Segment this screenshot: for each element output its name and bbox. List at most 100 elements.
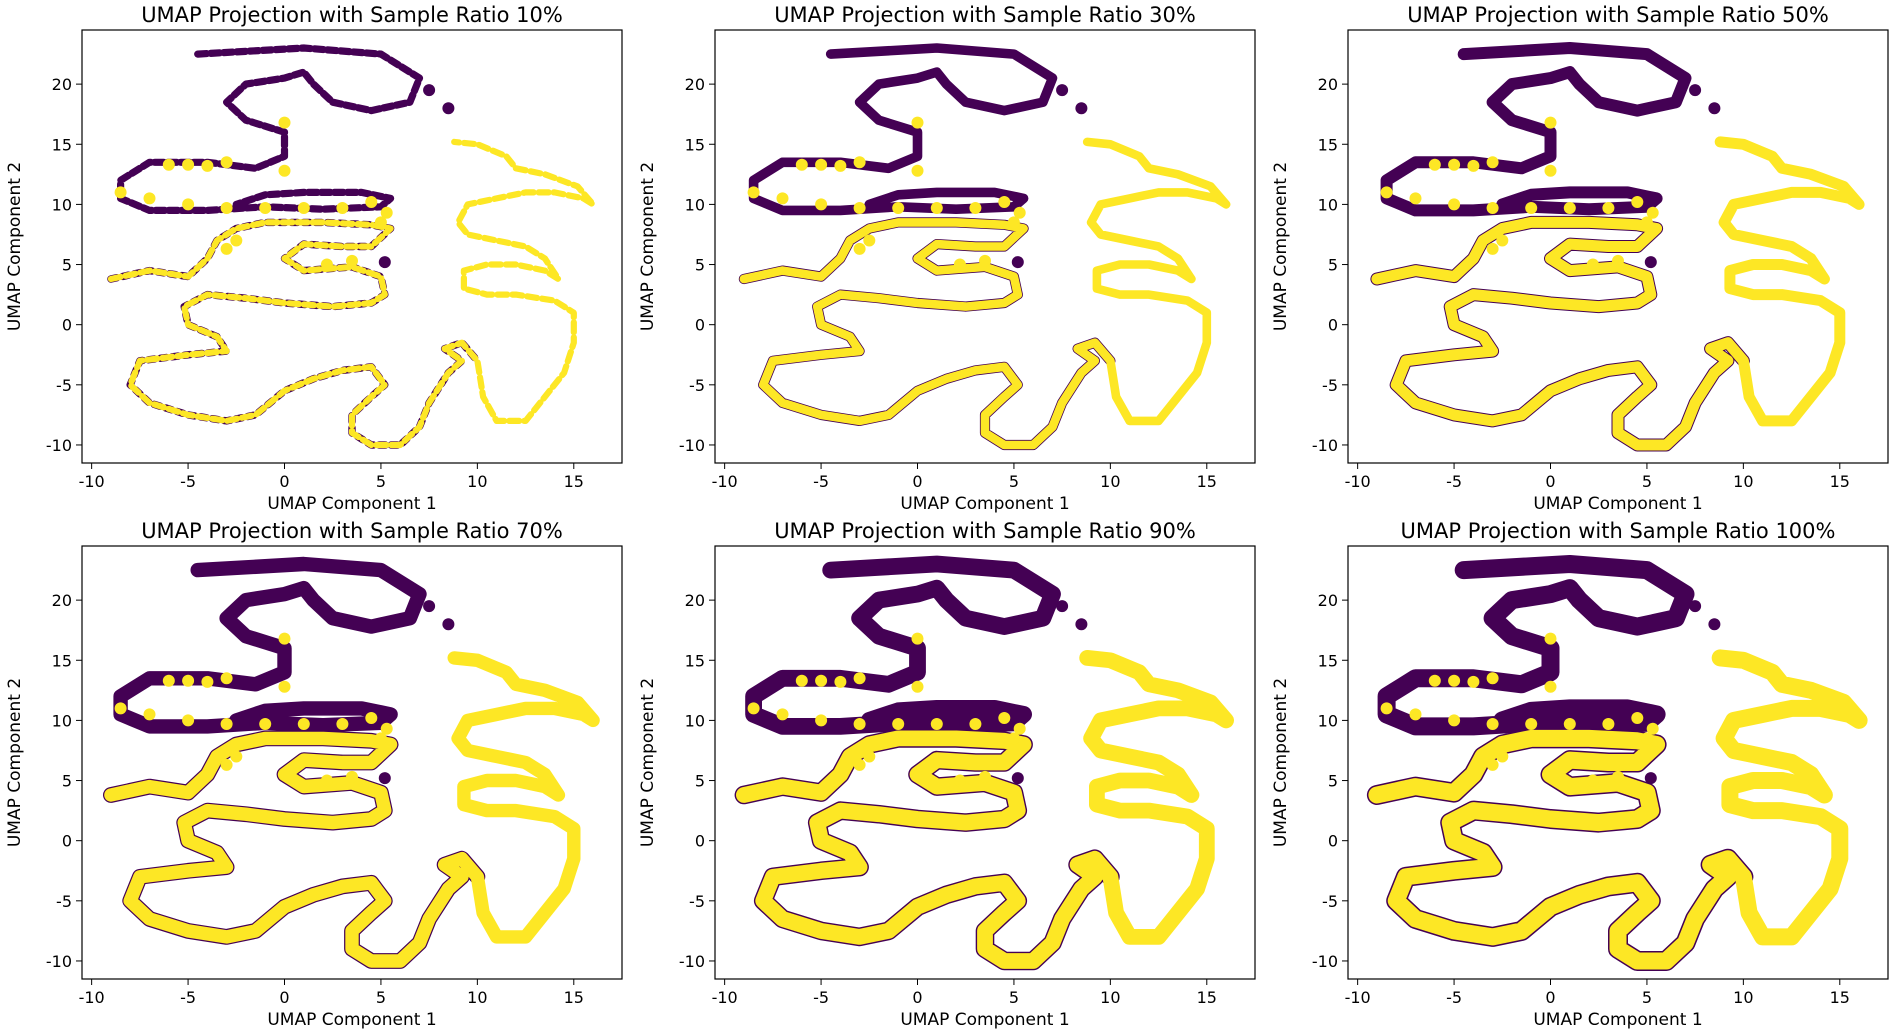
chart-svg-4: UMAP Projection with Sample Ratio 90% -10… — [638, 519, 1256, 1030]
class-0-point — [1056, 600, 1069, 613]
class-1-point — [1380, 702, 1393, 715]
class-1-point — [1448, 198, 1461, 211]
class-0-point — [1689, 600, 1702, 613]
class-1-point — [853, 758, 866, 771]
x-tick-label: 15 — [564, 988, 584, 1007]
x-tick-label: -5 — [813, 472, 829, 491]
chart-title: UMAP Projection with Sample Ratio 50% — [1407, 3, 1829, 27]
y-tick-label: 10 — [685, 711, 705, 730]
class-0-point — [1075, 618, 1088, 631]
class-1-point — [815, 158, 828, 171]
class-1-point — [1448, 674, 1461, 687]
class-1-point — [1409, 708, 1422, 721]
class-0-band — [745, 555, 1061, 735]
class-1-point — [1544, 164, 1557, 177]
class-0-point — [1644, 772, 1657, 785]
class-1-point — [1631, 712, 1644, 724]
x-tick-label: -10 — [1345, 988, 1371, 1007]
class-1-point — [1496, 234, 1509, 247]
y-axis-label: UMAP Component 2 — [5, 162, 25, 331]
class-1-point — [1640, 732, 1653, 745]
chart-svg-2: UMAP Projection with Sample Ratio 50% -10… — [1271, 3, 1889, 514]
class-1-point — [1409, 192, 1422, 205]
class-1-point — [1007, 216, 1020, 229]
y-tick-label: 0 — [62, 316, 72, 335]
x-tick-label: 5 — [1009, 988, 1019, 1007]
y-tick-label: -5 — [56, 376, 72, 395]
class-0-point — [423, 600, 436, 613]
class-1-point — [1448, 158, 1461, 171]
class-0-point — [1708, 102, 1721, 115]
class-1-point — [795, 158, 808, 171]
x-tick-label: 15 — [1197, 472, 1217, 491]
subplot-5: UMAP Projection with Sample Ratio 100% -1… — [1266, 516, 1899, 1032]
subplot-1: UMAP Projection with Sample Ratio 30% -10… — [633, 0, 1266, 516]
y-tick-label: -5 — [689, 892, 705, 911]
class-1-point — [143, 708, 156, 721]
y-tick-label: 15 — [52, 135, 72, 154]
y-tick-label: -10 — [679, 952, 705, 971]
class-1-point — [1486, 672, 1499, 685]
subplot-2: UMAP Projection with Sample Ratio 50% -10… — [1266, 0, 1899, 516]
chart-svg-1: UMAP Projection with Sample Ratio 30% -10… — [638, 3, 1256, 514]
class-1-point — [1612, 770, 1624, 783]
class-1-point — [182, 158, 195, 171]
class-0-point — [442, 102, 455, 115]
class-0-point — [1075, 102, 1088, 115]
class-1-point — [853, 156, 866, 169]
x-tick-label: -5 — [1446, 472, 1462, 491]
class-1-point — [278, 632, 291, 645]
x-tick-label: -10 — [712, 472, 738, 491]
class-1-point — [297, 202, 310, 214]
class-1-point — [220, 672, 233, 685]
x-tick-label: -10 — [79, 472, 105, 491]
class-1-point — [1428, 674, 1441, 687]
class-1-point — [220, 202, 233, 214]
x-tick-label: 10 — [1733, 988, 1753, 1007]
y-tick-label: -5 — [56, 892, 72, 911]
subplot-3: UMAP Projection with Sample Ratio 70% -10… — [0, 516, 633, 1032]
class-1-point — [162, 674, 175, 687]
y-tick-label: -10 — [46, 952, 72, 971]
y-tick-label: 5 — [695, 772, 705, 791]
x-axis-label: UMAP Component 1 — [1533, 1010, 1702, 1030]
class-1-point — [834, 675, 847, 688]
y-axis-label: UMAP Component 2 — [638, 162, 658, 331]
class-1-point — [1563, 718, 1576, 730]
class-1-point — [776, 192, 789, 205]
x-tick-label: 5 — [1642, 988, 1652, 1007]
class-1-point — [1544, 116, 1557, 129]
x-axis-label: UMAP Component 1 — [900, 1010, 1069, 1030]
class-1-point — [747, 186, 760, 199]
y-tick-label: 5 — [1328, 772, 1338, 791]
y-tick-label: 15 — [685, 135, 705, 154]
y-tick-label: 20 — [685, 591, 705, 610]
y-tick-label: 20 — [685, 75, 705, 94]
x-tick-label: 15 — [1830, 988, 1850, 1007]
class-1-point — [143, 192, 156, 205]
x-tick-label: 5 — [1009, 472, 1019, 491]
class-1-point — [201, 675, 214, 688]
y-tick-label: -5 — [1322, 892, 1338, 911]
y-tick-label: -10 — [1312, 436, 1338, 455]
class-1-point — [863, 234, 876, 247]
class-1-point — [1646, 722, 1659, 735]
class-1-point — [1448, 714, 1461, 727]
class-0-point — [1056, 84, 1069, 97]
class-1-point — [220, 156, 233, 169]
y-tick-label: 20 — [52, 591, 72, 610]
class-1-point — [892, 718, 905, 730]
x-tick-label: 0 — [1545, 988, 1555, 1007]
class-1-point — [998, 196, 1011, 208]
class-0-point — [1644, 256, 1657, 269]
y-tick-label: 20 — [1318, 591, 1338, 610]
class-1-point — [374, 732, 387, 745]
y-tick-label: 15 — [52, 651, 72, 670]
class-1-point — [853, 718, 866, 730]
class-1-point — [380, 206, 393, 219]
y-tick-label: 20 — [52, 75, 72, 94]
x-tick-label: 5 — [376, 472, 386, 491]
y-tick-label: 5 — [62, 256, 72, 275]
y-tick-label: -10 — [679, 436, 705, 455]
